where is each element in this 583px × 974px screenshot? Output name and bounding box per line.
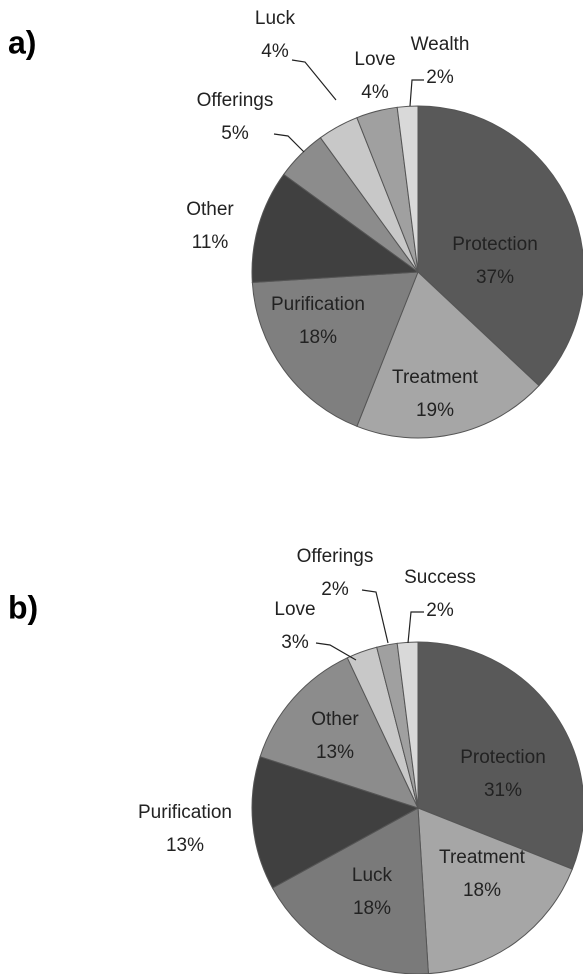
chart-title: a) bbox=[8, 24, 36, 60]
slice-value: 4% bbox=[261, 41, 289, 62]
chart-title: b) bbox=[8, 589, 38, 625]
leader-line bbox=[315, 642, 357, 661]
slice-label: Other bbox=[311, 709, 359, 730]
slice-label: Success bbox=[404, 567, 476, 588]
slice-value: 37% bbox=[476, 267, 514, 288]
slice-label: Purification bbox=[138, 802, 232, 823]
slice-label: Offerings bbox=[197, 90, 274, 111]
slice-value: 18% bbox=[353, 898, 391, 919]
slice-value: 19% bbox=[416, 400, 454, 421]
slice-value: 4% bbox=[361, 82, 389, 103]
slice-value: 2% bbox=[426, 600, 454, 621]
pie-chart: a) Protection 37% Treatment 19% Purification 1… bbox=[8, 8, 583, 439]
slice-label: Love bbox=[354, 49, 395, 70]
slice-label: Treatment bbox=[392, 367, 479, 388]
leader-line bbox=[273, 133, 305, 153]
slice-label: Luck bbox=[255, 8, 296, 29]
leader-line bbox=[291, 59, 337, 101]
slice-value: 5% bbox=[221, 123, 249, 144]
slice-value: 31% bbox=[484, 780, 522, 801]
slice-value: 11% bbox=[192, 232, 229, 253]
slice-value: 2% bbox=[426, 67, 454, 88]
pie-slice bbox=[251, 173, 420, 283]
slice-value: 13% bbox=[316, 742, 354, 763]
pie-chart: b) Protection 31% Treatment 18% Luck 18% Purifi… bbox=[8, 546, 583, 974]
pie-slice bbox=[356, 271, 540, 439]
slice-value: 18% bbox=[299, 327, 337, 348]
slice-label: Other bbox=[186, 199, 234, 220]
slice-label: Protection bbox=[460, 747, 546, 768]
slice-label: Offerings bbox=[297, 546, 374, 567]
slice-label: Wealth bbox=[411, 34, 470, 55]
leader-line bbox=[407, 611, 424, 644]
pie-slice bbox=[417, 641, 583, 870]
slice-label: Treatment bbox=[439, 847, 526, 868]
pie-slice bbox=[251, 271, 419, 427]
pie-slice bbox=[251, 756, 420, 889]
pie-slice bbox=[259, 657, 419, 809]
pie-slice bbox=[396, 105, 419, 273]
slice-value: 2% bbox=[321, 579, 349, 600]
leaders bbox=[273, 59, 424, 661]
slice-label: Love bbox=[274, 599, 315, 620]
leader-line bbox=[409, 79, 424, 107]
leader-line bbox=[361, 589, 389, 644]
slice-label: Protection bbox=[452, 234, 538, 255]
slice-label: Purification bbox=[271, 294, 365, 315]
slice-value: 3% bbox=[281, 632, 309, 653]
pie-slice bbox=[417, 105, 583, 387]
pie-slice bbox=[417, 807, 573, 974]
slice-value: 18% bbox=[463, 880, 501, 901]
slice-label: Luck bbox=[352, 865, 393, 886]
slice-value: 13% bbox=[166, 835, 204, 856]
